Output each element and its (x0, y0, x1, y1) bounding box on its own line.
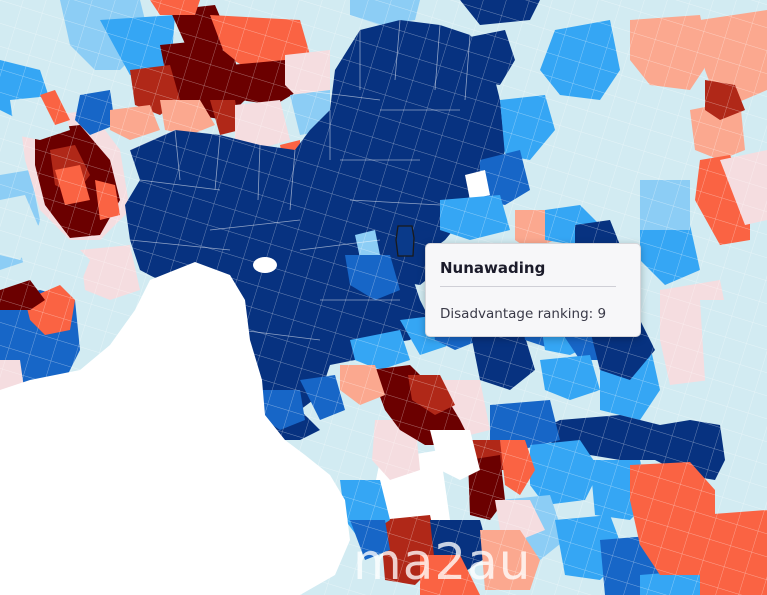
tooltip-divider (440, 286, 616, 287)
tooltip-ranking: Disadvantage ranking: 9 (440, 306, 607, 322)
watermark-text: ma2au (353, 533, 532, 591)
tooltip-title: Nunawading (440, 259, 546, 277)
highlighted-suburb-outline[interactable] (395, 225, 415, 257)
region-tooltip: Nunawading Disadvantage ranking: 9 (425, 243, 641, 337)
